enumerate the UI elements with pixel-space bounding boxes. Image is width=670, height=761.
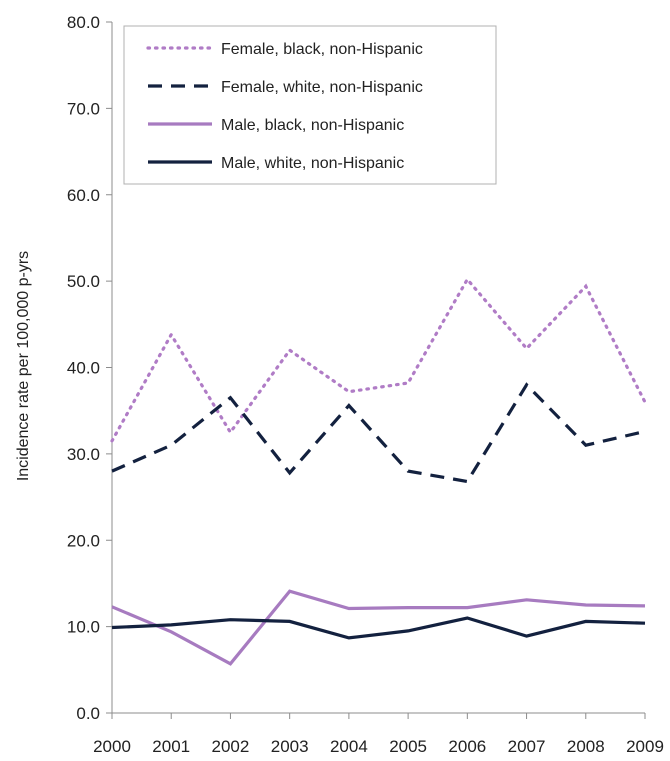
y-tick-label: 0.0: [76, 704, 100, 723]
x-tick-label: 2006: [448, 737, 486, 756]
x-tick-label: 2005: [389, 737, 427, 756]
series-lines: [110, 276, 647, 666]
y-tick-label: 60.0: [67, 186, 100, 205]
series-line-3: [111, 616, 646, 640]
legend-label-2: Male, black, non-Hispanic: [221, 117, 404, 134]
legend-label-0: Female, black, non-Hispanic: [221, 41, 423, 58]
y-tick-label: 20.0: [67, 531, 100, 550]
axes: 0.0 10.0 20.0 30.0 40.0 50.0 60.0 70.0 80.0 2000 2…: [67, 13, 664, 756]
y-axis-title: Incidence rate per 100,000 p-yrs: [15, 251, 32, 481]
y-tick-label: 80.0: [67, 13, 100, 32]
legend: Female, black, non-Hispanic Female, white…: [123, 25, 497, 185]
x-tick-label: 2001: [152, 737, 190, 756]
legend-label-3: Male, white, non-Hispanic: [221, 155, 404, 172]
x-tick-label: 2000: [93, 737, 131, 756]
legend-label-1: Female, white, non-Hispanic: [221, 79, 423, 96]
y-tick-label: 10.0: [67, 618, 100, 637]
y-tick-label: 30.0: [67, 445, 100, 464]
x-tick-label: 2003: [271, 737, 309, 756]
y-tick-label: 70.0: [67, 99, 100, 118]
series-line-2: [111, 589, 646, 666]
x-tick-label: 2008: [567, 737, 605, 756]
x-tick-label: 2007: [508, 737, 546, 756]
y-tick-label: 50.0: [67, 272, 100, 291]
legend-box: [123, 25, 497, 185]
x-tick-label: 2004: [330, 737, 368, 756]
y-tick-label: 40.0: [67, 359, 100, 378]
x-tick-label: 2009: [626, 737, 664, 756]
series-line-0: [110, 276, 647, 443]
x-tick-label: 2002: [212, 737, 250, 756]
series-line-1: [111, 382, 646, 484]
